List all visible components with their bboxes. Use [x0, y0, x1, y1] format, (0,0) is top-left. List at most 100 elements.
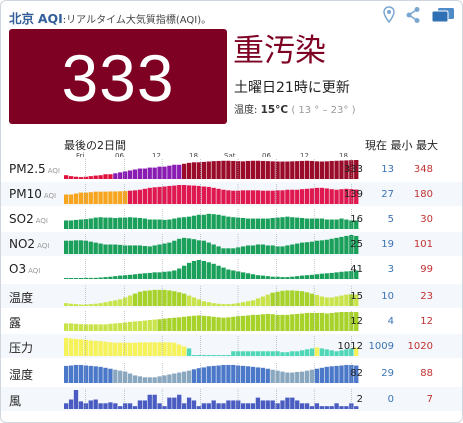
temp-label: 温度: [234, 105, 258, 116]
sparkline-bar [295, 400, 300, 409]
pollutant-row: 温度 15 10 23 [1, 284, 462, 308]
sparkline-bar [83, 324, 88, 331]
sparkline-bar [73, 323, 79, 331]
sparkline-bar [270, 314, 275, 331]
temp-range: ( 13 ° – 23° ) [291, 105, 356, 116]
sparkline-bar [300, 291, 305, 306]
sparkline-bar [98, 366, 103, 383]
sparkline-bar [295, 313, 300, 331]
sparkline-bar [68, 278, 74, 279]
sparkline-chart[interactable] [64, 389, 359, 409]
sparkline-bar [255, 298, 261, 306]
sparkline-bar [329, 350, 334, 356]
sparkline-chart[interactable] [64, 286, 359, 306]
sparkline-bar [260, 160, 265, 179]
sparkline-bar [64, 323, 69, 331]
sparkline-bar [78, 240, 84, 254]
sparkline-bar [177, 372, 182, 383]
sparkline-chart[interactable] [64, 159, 359, 179]
sparkline-bar [236, 161, 241, 179]
sparkline-bar [142, 218, 147, 229]
sparkline-bar [113, 217, 118, 229]
pollutant-name: 風 [9, 394, 22, 408]
sparkline-bar [152, 167, 157, 179]
sparkline-bar [314, 218, 320, 229]
sparkline-bar [250, 314, 256, 331]
location-pin-icon[interactable] [383, 6, 395, 24]
min-value: 3 [387, 264, 394, 275]
sparkline-chart[interactable] [64, 336, 359, 356]
sparkline-bar [201, 240, 206, 254]
sparkline-bar [201, 214, 206, 229]
min-value: 13 [381, 164, 394, 175]
sparkline-bar [255, 314, 261, 331]
sparkline-bar [280, 217, 285, 229]
sparkline-bar [260, 351, 265, 356]
sparkline-bar [216, 317, 221, 331]
sparkline-bar [162, 186, 167, 204]
sparkline-bar [93, 217, 98, 229]
sparkline-bar [103, 341, 108, 356]
sparkline-bar [152, 245, 157, 254]
sparkline-bar [137, 321, 143, 331]
max-value: 88 [420, 368, 433, 379]
sparkline-bar [285, 277, 290, 279]
sparkline-bar [300, 403, 305, 409]
sparkline-bar [216, 188, 221, 204]
sparkline-bar [152, 272, 157, 279]
sparkline-bar [241, 272, 246, 279]
sparkline-bar [191, 260, 197, 279]
sparkline-bar [319, 273, 324, 279]
sparkline-bar [300, 350, 305, 356]
sparkline-bar [231, 316, 236, 331]
window-icon[interactable] [431, 7, 455, 23]
sparkline-bar [123, 245, 128, 254]
pollutant-row: 湿度 82 29 88 [1, 361, 462, 385]
sparkline-bar [196, 368, 202, 383]
sparkline-bar [142, 246, 147, 254]
sparkline-chart[interactable] [64, 259, 359, 279]
sparkline-bar [250, 218, 256, 229]
sparkline-bar [304, 160, 310, 179]
sparkline-bar [127, 170, 133, 179]
sparkline-bar [221, 364, 226, 383]
sparkline-bar [157, 219, 162, 229]
sparkline-bar [344, 312, 349, 331]
sparkline-bar [152, 319, 157, 331]
sparkline-bar [304, 242, 310, 254]
sparkline-bar [142, 320, 147, 331]
sparkline-bar [123, 297, 128, 306]
sparkline-bar [64, 303, 69, 306]
sparkline-bar [324, 219, 329, 229]
sparkline-bar [113, 323, 118, 331]
sparkline-bar [64, 278, 69, 279]
sparkline-bar [191, 315, 197, 331]
sparkline-bar [231, 270, 236, 279]
sparkline-chart[interactable] [64, 209, 359, 229]
sparkline-chart[interactable] [64, 363, 359, 383]
sparkline-bar [167, 165, 172, 179]
sparkline-bar [157, 166, 162, 179]
sparkline-bar [344, 219, 349, 229]
sparkline-bar [88, 365, 93, 383]
sparkline-bar [280, 190, 285, 204]
pollutant-name: PM2.5 [9, 162, 46, 176]
max-value: 101 [413, 239, 433, 250]
city-name[interactable]: 北京 [9, 11, 35, 26]
sparkline-chart[interactable] [64, 234, 359, 254]
sparkline-bar [226, 304, 231, 306]
sparkline-bar [83, 403, 88, 409]
sparkline-bar [103, 403, 108, 409]
sparkline-bar [78, 278, 84, 279]
sparkline-bar [245, 160, 251, 179]
sparkline-bar [93, 340, 98, 356]
sparkline-bar [182, 237, 187, 254]
sparkline-bar [78, 364, 84, 383]
share-icon[interactable] [405, 6, 421, 24]
sparkline-chart[interactable] [64, 184, 359, 204]
sparkline-chart[interactable] [64, 311, 359, 331]
sparkline-bar [191, 239, 197, 254]
sparkline-bar [191, 355, 197, 356]
sparkline-bar [221, 267, 226, 279]
